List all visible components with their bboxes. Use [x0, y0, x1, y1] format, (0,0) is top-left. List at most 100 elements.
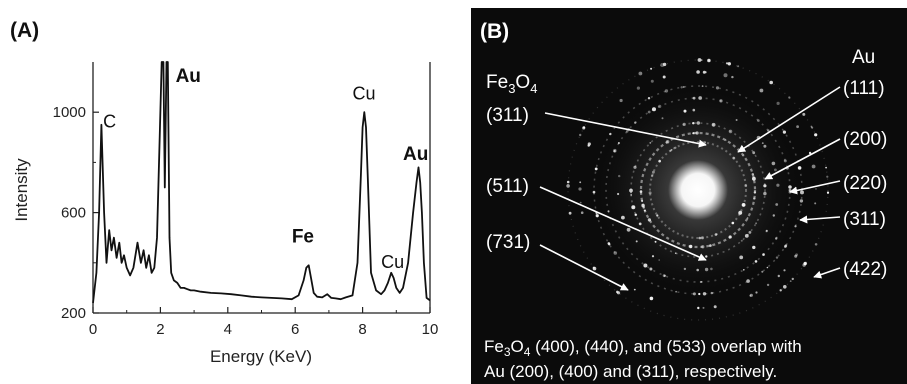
- peak-annotation-cu: Cu: [352, 84, 375, 104]
- diffraction-spot: [743, 269, 745, 271]
- spectrum-axes: [92, 62, 431, 314]
- diffraction-spot: [704, 71, 707, 74]
- diffraction-spot: [704, 267, 709, 272]
- diffraction-spot: [766, 283, 770, 287]
- diffraction-spot: [578, 187, 582, 191]
- diffraction-spot: [802, 112, 806, 116]
- label-fe-511: (511): [486, 176, 529, 197]
- diffraction-spot: [625, 130, 629, 133]
- diffraction-spot: [702, 306, 705, 309]
- diffraction-spot: [757, 119, 760, 122]
- central-beam-spot: [668, 160, 728, 220]
- diffraction-spot: [613, 251, 618, 255]
- diffraction-spot: [607, 210, 610, 213]
- diffraction-spot: [810, 125, 813, 128]
- diffraction-spot: [698, 96, 703, 100]
- diffraction-spot: [650, 79, 654, 83]
- diffraction-spot: [826, 191, 830, 194]
- diffraction-spot: [595, 214, 599, 218]
- diffraction-spot: [719, 99, 723, 103]
- diffraction-spot: [651, 255, 655, 258]
- x-tick-label: 10: [422, 321, 439, 338]
- diffraction-spot: [742, 154, 745, 157]
- diffraction-spot: [755, 222, 757, 225]
- diffraction-spot: [731, 75, 734, 79]
- diffraction-spot: [682, 122, 686, 126]
- diffraction-spot: [775, 203, 779, 206]
- diffraction-spot: [791, 277, 794, 281]
- arrow-au-422: [813, 267, 841, 279]
- diffraction-spot: [814, 243, 818, 246]
- diffraction-spot: [761, 142, 764, 145]
- diffraction-spot: [669, 149, 672, 152]
- diffraction-spot: [652, 170, 655, 174]
- diffraction-spot: [695, 131, 699, 135]
- diffraction-spot: [749, 293, 753, 297]
- diffraction-spot: [715, 86, 720, 90]
- diffraction-spot: [613, 150, 616, 153]
- x-tick-label: 2: [156, 321, 164, 338]
- diffraction-spot: [741, 203, 746, 207]
- diffraction-spot: [663, 274, 666, 277]
- arrow-au-311: [799, 215, 841, 224]
- diffraction-spot: [800, 190, 804, 195]
- diffraction-spot: [674, 146, 677, 149]
- diffraction-spot: [568, 211, 572, 215]
- diffraction-spot: [769, 80, 773, 85]
- diffraction-spot: [566, 180, 570, 184]
- diffraction-spot: [618, 174, 621, 178]
- diffraction-spot: [701, 245, 705, 249]
- peak-annotations: C Au Fe Cu Cu Au: [103, 66, 428, 272]
- diffraction-spot: [626, 227, 631, 232]
- diffraction-spot: [728, 129, 733, 134]
- diffraction-spot: [582, 126, 586, 129]
- diffraction-spot: [662, 274, 666, 278]
- diffraction-spot: [797, 166, 802, 170]
- panel-b-diffraction: (B) Fe3O4 Au (311) (511) (731) (111) (20…: [471, 8, 907, 384]
- peak-annotation-cu: Cu: [381, 252, 404, 272]
- x-axis-label: Energy (KeV): [210, 347, 312, 366]
- diffraction-spot: [762, 253, 765, 256]
- diffraction-spot: [609, 132, 612, 136]
- ring-2: [639, 131, 757, 249]
- diffraction-spot: [670, 149, 673, 151]
- diffraction-spot: [633, 288, 636, 291]
- diffraction-spot: [644, 209, 646, 212]
- diffraction-spot: [766, 266, 769, 269]
- diffraction-spot: [700, 59, 703, 61]
- diffraction-spot: [754, 260, 758, 263]
- label-au-311: (311): [843, 209, 886, 230]
- label-fe-731: (731): [486, 232, 530, 253]
- diffraction-spot: [658, 259, 660, 261]
- diffraction-spot: [674, 252, 677, 254]
- diffraction-spot: [811, 164, 816, 169]
- diffraction-spot: [767, 129, 770, 132]
- diffraction-spot: [617, 142, 620, 144]
- diffraction-spot: [619, 98, 623, 103]
- label-au-111: (111): [843, 78, 885, 99]
- diffraction-spot: [649, 296, 654, 301]
- diffraction-spot: [811, 126, 814, 129]
- diffraction-spot: [636, 86, 641, 90]
- diffraction-spot: [802, 263, 806, 267]
- diffraction-spot: [675, 290, 677, 293]
- diffraction-spot: [592, 190, 596, 194]
- y-axis-label: Intensity: [12, 158, 31, 222]
- diffraction-spot: [728, 235, 732, 239]
- y-tick-label: 200: [61, 305, 86, 322]
- diffraction-spot: [638, 222, 642, 226]
- diffraction-spot: [699, 281, 702, 283]
- diffraction-spot: [696, 268, 699, 272]
- diffraction-spot: [789, 280, 792, 282]
- diffraction-spot: [735, 119, 738, 121]
- diffraction-spot: [635, 240, 638, 243]
- diffraction-spot: [665, 140, 670, 144]
- diffraction-spot: [748, 231, 752, 234]
- diffraction-spot: [647, 218, 652, 222]
- diffraction-spot: [749, 294, 752, 297]
- spectrum-series-line: [92, 61, 431, 304]
- diffraction-spot: [656, 214, 659, 217]
- diffraction-spot: [784, 245, 787, 248]
- diffraction-spot: [794, 225, 797, 228]
